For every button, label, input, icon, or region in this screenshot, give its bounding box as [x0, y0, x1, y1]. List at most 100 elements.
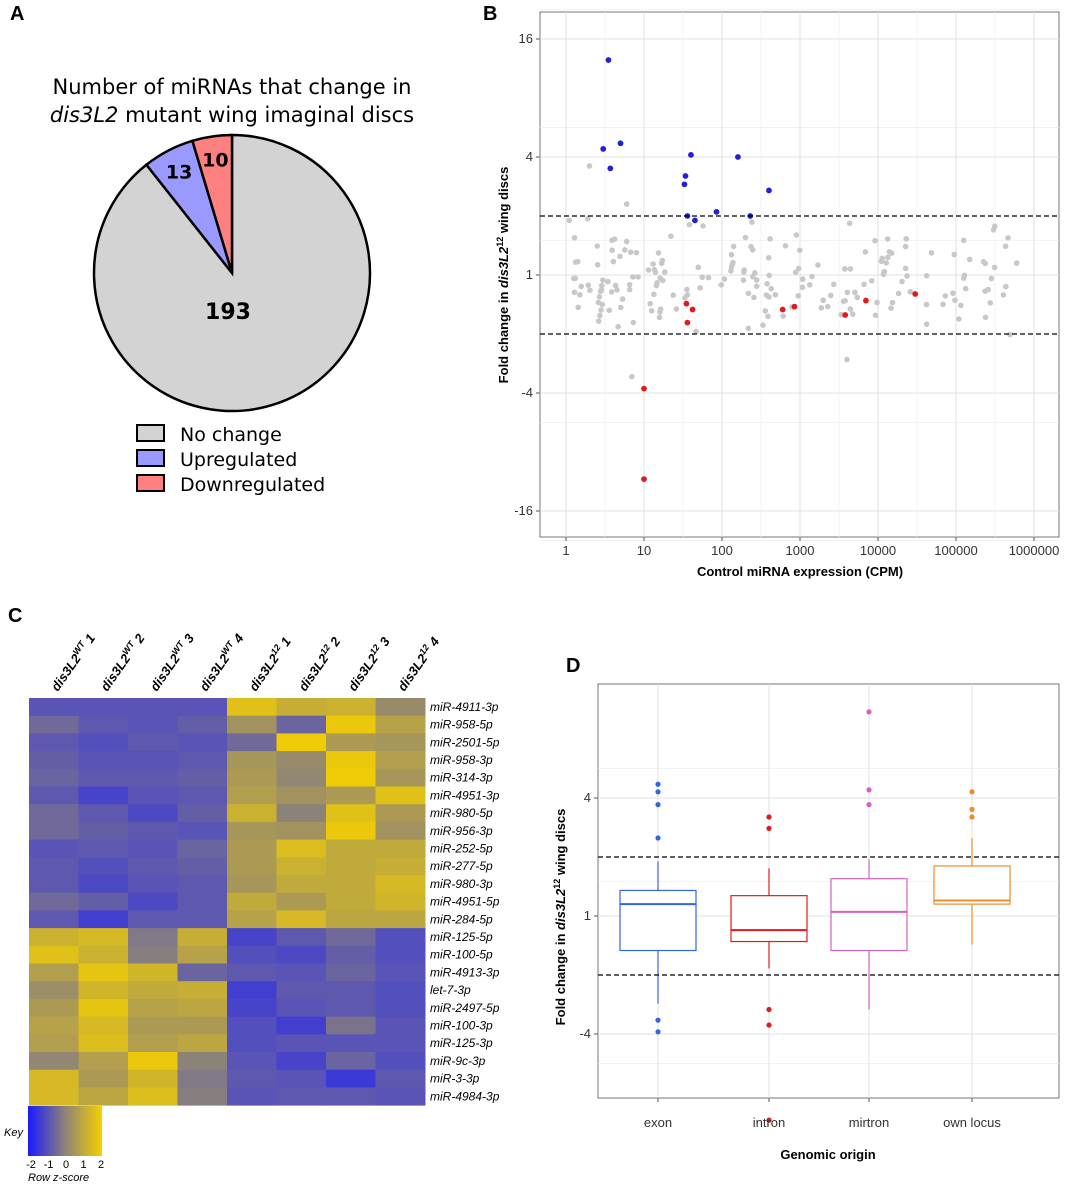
heatmap-cell [128, 751, 178, 770]
heatmap-cell [29, 715, 79, 734]
heatmap-row-labels: miR-4911-3p miR-958-5p miR-2501-5p miR-958-… [430, 700, 500, 1103]
heatmap-column-sup: 12 [318, 643, 332, 657]
heatmap-cell [29, 1034, 79, 1053]
scatter-point-up [600, 145, 607, 152]
scatter-point-nochange [617, 304, 624, 311]
heatmap-cell [177, 963, 228, 982]
heatmap-cell [276, 786, 327, 805]
scatter-point-nochange [844, 356, 850, 363]
scatter-point-nochange [1013, 260, 1020, 266]
heatmap-cell [128, 804, 178, 823]
pie-chart: Number of miRNAs that change in dis3L2 m… [50, 75, 414, 496]
scatter-point-nochange [982, 288, 988, 294]
scatter-point-down [641, 385, 647, 392]
heatmap-cell [375, 786, 426, 805]
box-body [830, 878, 908, 952]
heatmap-row-label: miR-100-5p [430, 948, 493, 962]
scatter-point-nochange [586, 163, 593, 169]
box-chart: 4 1 -4 exon intron mirtron own locus Genomic o… [552, 683, 1060, 1162]
heatmap-row-label: miR-3-3p [430, 1072, 480, 1086]
key-tick-label: 1 [80, 1159, 86, 1171]
box-outlier [866, 787, 872, 793]
heatmap-cell [177, 857, 228, 876]
scatter-point-nochange [598, 282, 605, 289]
box-xtick-label: intron [753, 1115, 786, 1130]
heatmap-cell [326, 839, 376, 858]
scatter-point-nochange [1007, 331, 1013, 338]
heatmap-cell [78, 945, 129, 964]
scatter-point-nochange [772, 291, 779, 298]
scatter-point-nochange [751, 294, 757, 301]
scatter-point-nochange [595, 318, 602, 324]
scatter-point-nochange [661, 269, 668, 275]
heatmap-cell [128, 928, 178, 947]
heatmap-cell [276, 839, 327, 858]
scatter-point-nochange [630, 274, 636, 280]
scatter-point-nochange [796, 247, 803, 254]
heatmap-cell [29, 1087, 79, 1106]
scatter-point-nochange [705, 274, 712, 281]
scatter-point-nochange [923, 272, 930, 279]
heatmap-cell [78, 786, 129, 805]
box-outlier [866, 802, 872, 808]
heatmap-cell [128, 945, 178, 964]
pie-slices: 193 13 10 [92, 133, 372, 413]
heatmap-cell [29, 821, 79, 841]
heatmap-cell [177, 981, 228, 1000]
heatmap-cell [326, 698, 376, 717]
scatter-chart: 1 10 100 1000 10000 100000 1000000 16 4 1 -4 -16 Co… [495, 9, 1060, 579]
heatmap-cell [276, 715, 327, 734]
heatmap-cell [78, 821, 129, 841]
scatter-point-nochange [598, 307, 604, 313]
scatter-ylabel: Fold change in dis3L212 wing discs [495, 167, 511, 384]
heatmap-cell [29, 928, 79, 947]
heatmap-column-base: dis3L2 [345, 651, 381, 694]
scatter-point-nochange [753, 283, 760, 290]
heatmap-cell [375, 910, 426, 929]
scatter-xtick-label: 10 [637, 543, 651, 558]
legend-label-2: Downregulated [180, 474, 325, 496]
scatter-point-nochange [760, 322, 766, 328]
heatmap-cell [326, 910, 376, 929]
heatmap-cell [375, 698, 426, 717]
heatmap-row-label: miR-9c-3p [430, 1054, 486, 1068]
scatter-point-nochange [718, 282, 725, 288]
heatmap-cell [375, 945, 426, 964]
legend-swatch-2 [136, 474, 165, 492]
heatmap-cell [375, 839, 426, 858]
scatter-point-nochange [1002, 243, 1009, 250]
scatter-point-nochange [668, 233, 674, 240]
scatter-point-nochange [597, 312, 603, 319]
scatter-point-nochange [627, 249, 634, 255]
heatmap-row-label: miR-4913-3p [430, 965, 500, 979]
scatter-point-nochange [594, 243, 601, 249]
scatter-point-nochange [598, 287, 605, 293]
heatmap-cell [177, 804, 228, 823]
heatmap-row-label: miR-252-5p [430, 841, 493, 855]
scatter-ylabel-pre: Fold change in [496, 288, 511, 383]
scatter-ytick-label: 4 [526, 149, 533, 164]
heatmap-column-base: dis3L2 [147, 651, 183, 694]
box-xlabel: Genomic origin [780, 1147, 875, 1162]
scatter-point-nochange [648, 308, 655, 314]
heatmap-cell [29, 839, 79, 858]
scatter-point-nochange [765, 255, 772, 261]
key-tick-label: 2 [98, 1159, 104, 1171]
heatmap-cell [276, 804, 327, 823]
heatmap-cell [78, 1016, 129, 1035]
heatmap-cell [128, 998, 178, 1018]
pie-value-no-change: 193 [205, 300, 251, 325]
heatmap-cell [29, 804, 79, 823]
scatter-point-nochange [574, 258, 581, 265]
scatter-point-nochange [766, 294, 772, 300]
scatter-point-nochange [645, 267, 652, 273]
scatter-point-nochange [626, 281, 633, 288]
scatter-point-nochange [987, 300, 994, 306]
heatmap-cell [78, 857, 129, 876]
scatter-point-nochange [831, 281, 837, 288]
heatmap-cell [276, 928, 327, 947]
scatter-point-nochange [657, 306, 664, 313]
scatter-ylabel-post: wing discs [496, 167, 511, 237]
